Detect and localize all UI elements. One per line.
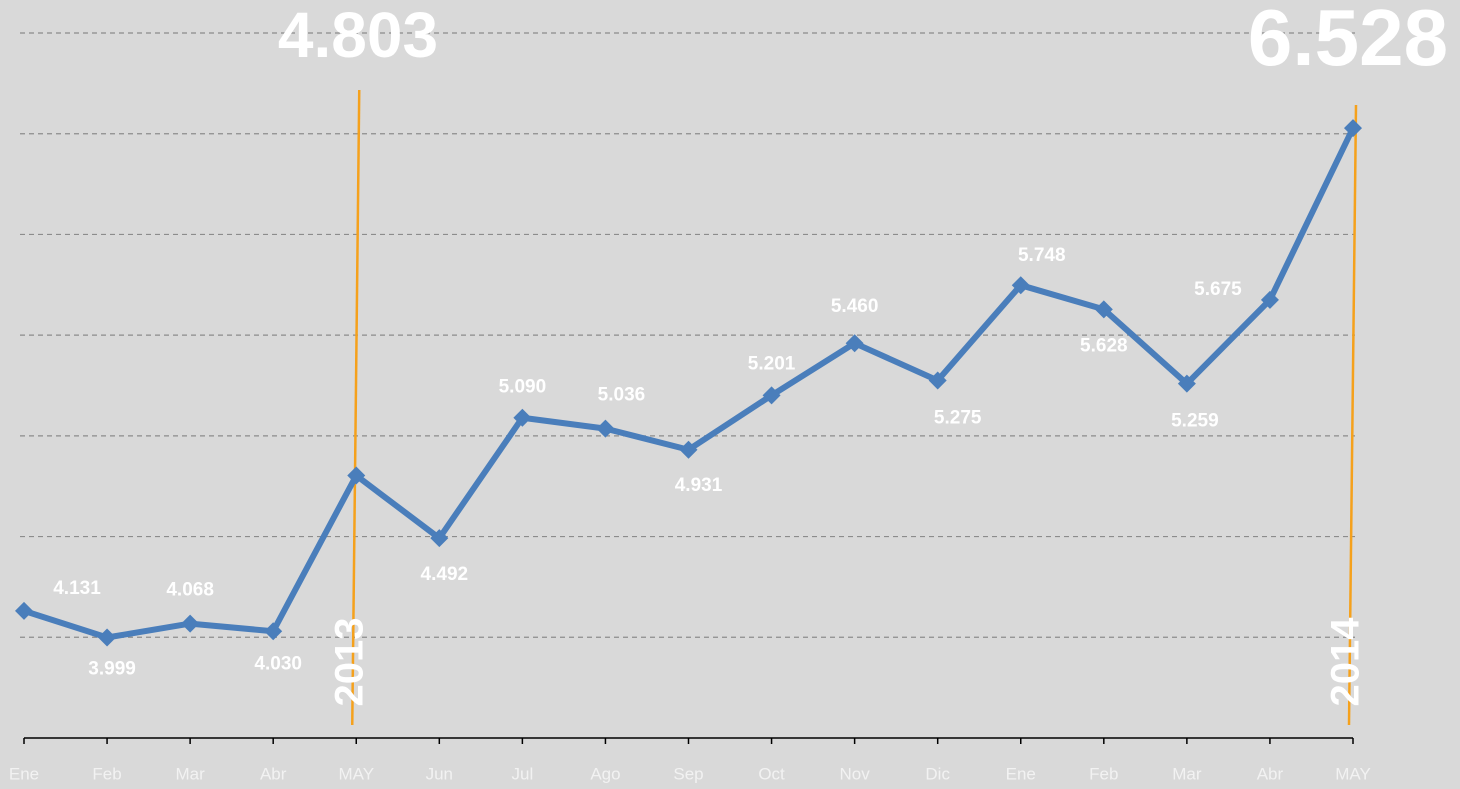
x-tick-label: Jul [512, 764, 534, 783]
point [1094, 300, 1113, 319]
data-label: 4.492 [421, 564, 469, 585]
data-label: 5.259 [1171, 411, 1219, 432]
x-tick-label: Feb [92, 764, 121, 783]
x-tick-label: MAY [338, 764, 374, 783]
point [679, 440, 698, 459]
point [596, 419, 615, 438]
data-label: 5.628 [1080, 335, 1128, 356]
x-tick-label: Abr [260, 764, 287, 783]
point [181, 614, 200, 633]
x-tick-label: Jun [426, 764, 453, 783]
data-label: 4.931 [675, 475, 723, 496]
data-label: 5.275 [934, 407, 982, 428]
x-tick-label: Ene [1006, 764, 1036, 783]
x-tick-label: Nov [840, 764, 871, 783]
data-label: 5.201 [748, 353, 796, 374]
data-label: 4.131 [53, 578, 101, 599]
year-marker [351, 89, 361, 726]
data-label: 5.460 [831, 296, 879, 317]
point [762, 386, 781, 405]
point [513, 408, 532, 427]
x-tick-label: Dic [925, 764, 950, 783]
point [347, 466, 366, 485]
annotation: 2013 [328, 618, 372, 707]
data-label: 5.748 [1018, 245, 1066, 266]
point [845, 334, 864, 353]
point [1260, 290, 1279, 309]
point [1011, 276, 1030, 295]
annotation: 6.528 [1248, 0, 1448, 82]
point [430, 529, 449, 548]
point [1177, 374, 1196, 393]
data-label: 5.675 [1194, 279, 1242, 300]
x-tick-label: Mar [1172, 764, 1202, 783]
point [264, 622, 283, 641]
data-label: 4.030 [254, 653, 302, 674]
x-tick-label: Mar [175, 764, 205, 783]
annotation: 2014 [1324, 617, 1368, 707]
x-tick-label: Ago [590, 764, 620, 783]
x-tick-label: Sep [673, 764, 703, 783]
x-tick-label: Oct [758, 764, 785, 783]
x-tick-label: Feb [1089, 764, 1118, 783]
x-tick-label: Abr [1257, 764, 1284, 783]
point [15, 601, 33, 620]
data-label: 5.090 [499, 377, 547, 398]
point [928, 371, 947, 390]
data-label: 5.036 [598, 385, 646, 406]
x-tick-label: MAY [1335, 764, 1371, 783]
point [1344, 119, 1362, 138]
data-label: 4.068 [166, 580, 214, 601]
series-line [23, 126, 1356, 641]
annotation: 4.803 [278, 0, 438, 71]
point [98, 628, 117, 647]
year-marker [1347, 104, 1358, 726]
x-tick-label: Ene [9, 764, 39, 783]
data-label: 3.999 [88, 659, 136, 680]
